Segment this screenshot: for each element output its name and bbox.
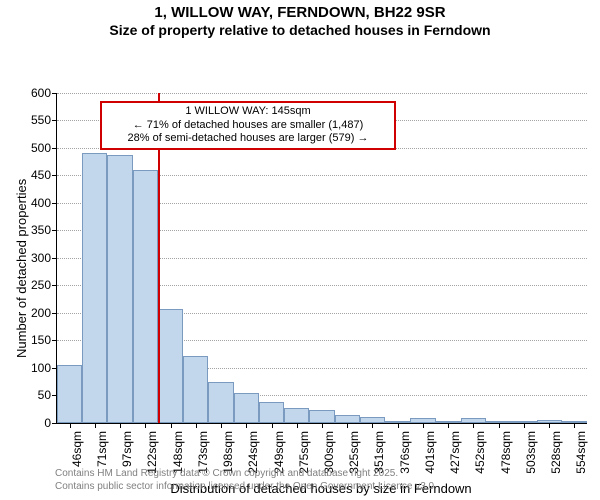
xtick-mark bbox=[272, 423, 273, 428]
ytick-label: 150 bbox=[31, 333, 57, 347]
ytick-label: 450 bbox=[31, 168, 57, 182]
xtick-mark bbox=[70, 423, 71, 428]
annotation-box: 1 WILLOW WAY: 145sqm ← 71% of detached h… bbox=[100, 101, 396, 150]
bar bbox=[57, 365, 82, 423]
xtick-mark bbox=[221, 423, 222, 428]
bar bbox=[284, 408, 309, 423]
xtick-label: 478sqm bbox=[499, 431, 513, 474]
ytick-label: 400 bbox=[31, 196, 57, 210]
ytick-label: 300 bbox=[31, 251, 57, 265]
footer-line-2: Contains public sector information licen… bbox=[55, 481, 437, 494]
ytick-label: 50 bbox=[38, 388, 57, 402]
xtick-mark bbox=[372, 423, 373, 428]
ytick-label: 0 bbox=[44, 416, 57, 430]
y-axis-title: Number of detached properties bbox=[14, 179, 29, 358]
bar bbox=[410, 418, 435, 422]
ytick-label: 250 bbox=[31, 278, 57, 292]
xtick-label: 554sqm bbox=[574, 431, 588, 474]
bar bbox=[234, 393, 259, 423]
bar bbox=[461, 418, 486, 422]
xtick-mark bbox=[95, 423, 96, 428]
bar bbox=[107, 155, 132, 423]
annotation-line-smaller: ← 71% of detached houses are smaller (1,… bbox=[106, 119, 390, 133]
bar bbox=[309, 410, 334, 423]
bar bbox=[436, 421, 461, 423]
ytick-label: 350 bbox=[31, 223, 57, 237]
bar bbox=[360, 417, 385, 423]
bar bbox=[82, 153, 107, 423]
footer-line-1: Contains HM Land Registry data © Crown c… bbox=[55, 468, 437, 481]
ytick-label: 200 bbox=[31, 306, 57, 320]
xtick-label: 71sqm bbox=[95, 431, 109, 467]
xtick-label: 452sqm bbox=[473, 431, 487, 474]
bar bbox=[259, 402, 284, 422]
bar bbox=[562, 421, 587, 423]
xtick-label: 427sqm bbox=[448, 431, 462, 474]
gridline bbox=[57, 93, 587, 94]
ytick-label: 500 bbox=[31, 141, 57, 155]
xtick-mark bbox=[574, 423, 575, 428]
xtick-mark bbox=[524, 423, 525, 428]
annotation-title: 1 WILLOW WAY: 145sqm bbox=[106, 105, 390, 119]
xtick-mark bbox=[423, 423, 424, 428]
xtick-mark bbox=[145, 423, 146, 428]
bar bbox=[208, 382, 233, 423]
xtick-mark bbox=[196, 423, 197, 428]
bar bbox=[385, 421, 410, 423]
xtick-mark bbox=[246, 423, 247, 428]
chart-footer: Contains HM Land Registry data © Crown c… bbox=[55, 468, 437, 493]
xtick-mark bbox=[473, 423, 474, 428]
bar bbox=[183, 356, 208, 423]
xtick-mark bbox=[398, 423, 399, 428]
xtick-mark bbox=[499, 423, 500, 428]
bar bbox=[335, 415, 360, 423]
xtick-mark bbox=[297, 423, 298, 428]
bar bbox=[486, 421, 511, 423]
bar bbox=[511, 421, 536, 423]
ytick-label: 600 bbox=[31, 86, 57, 100]
bar bbox=[133, 170, 158, 423]
xtick-label: 97sqm bbox=[120, 431, 134, 467]
chart-title: 1, WILLOW WAY, FERNDOWN, BH22 9SR bbox=[0, 0, 600, 22]
xtick-mark bbox=[448, 423, 449, 428]
xtick-mark bbox=[549, 423, 550, 428]
bar bbox=[158, 309, 183, 423]
chart-subtitle: Size of property relative to detached ho… bbox=[0, 22, 600, 43]
bar bbox=[537, 420, 562, 423]
xtick-mark bbox=[120, 423, 121, 428]
xtick-label: 528sqm bbox=[549, 431, 563, 474]
xtick-mark bbox=[347, 423, 348, 428]
ytick-label: 550 bbox=[31, 113, 57, 127]
xtick-mark bbox=[171, 423, 172, 428]
xtick-label: 503sqm bbox=[524, 431, 538, 474]
xtick-mark bbox=[322, 423, 323, 428]
xtick-label: 46sqm bbox=[70, 431, 84, 467]
ytick-label: 100 bbox=[31, 361, 57, 375]
annotation-line-larger: 28% of semi-detached houses are larger (… bbox=[106, 132, 390, 146]
